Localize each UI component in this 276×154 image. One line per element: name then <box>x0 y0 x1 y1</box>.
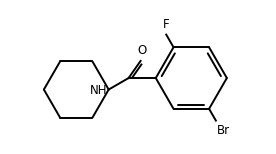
Text: NH: NH <box>90 84 108 97</box>
Text: F: F <box>163 18 169 31</box>
Text: O: O <box>137 44 146 57</box>
Text: Br: Br <box>217 124 230 137</box>
